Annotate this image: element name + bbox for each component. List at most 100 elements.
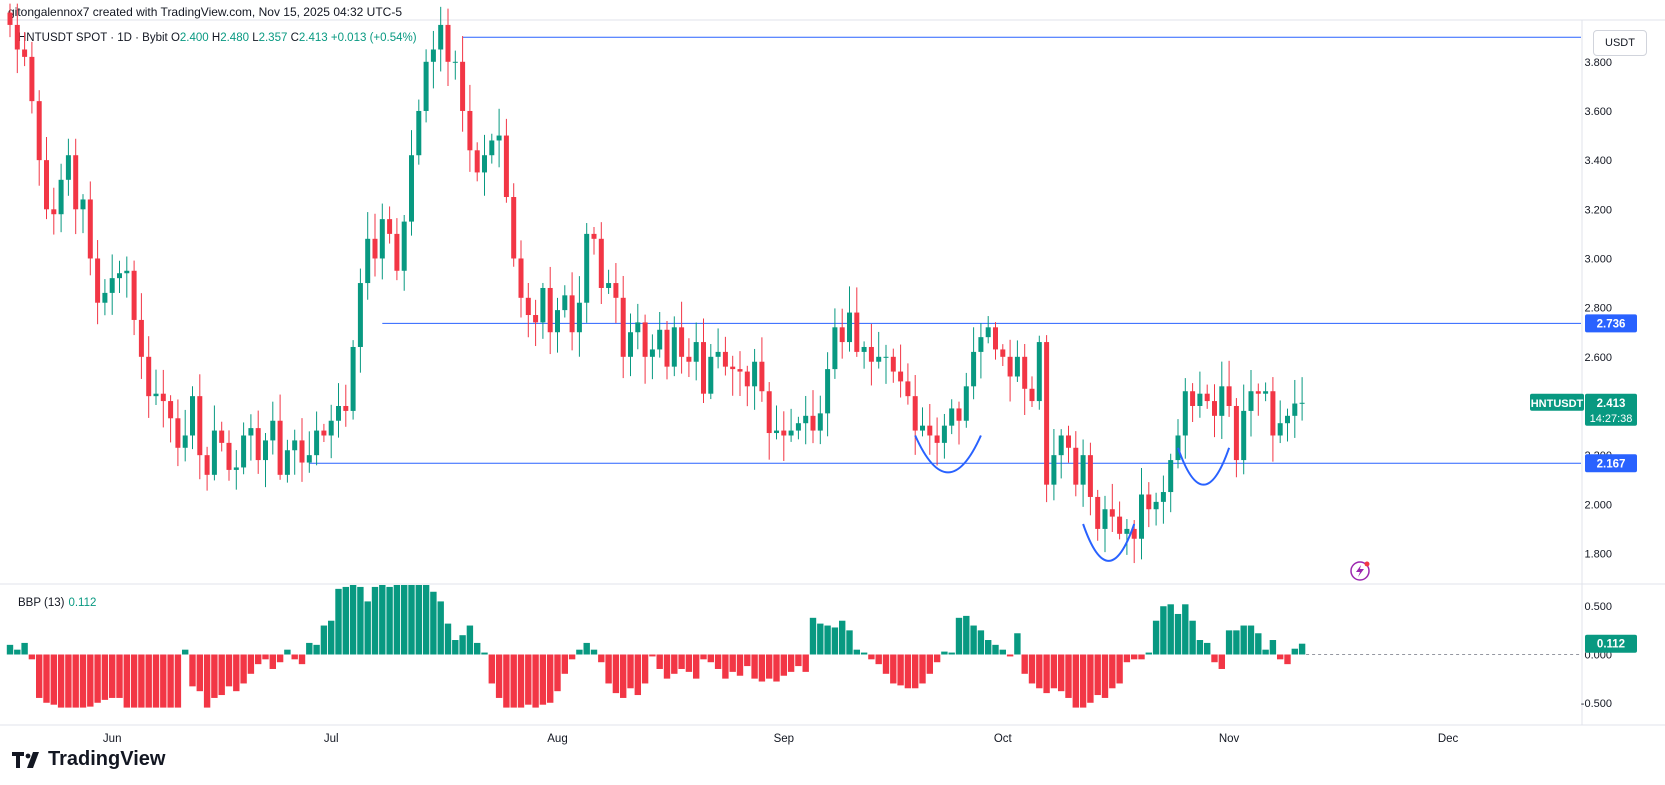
bbp-bar[interactable] — [1284, 654, 1291, 665]
bbp-bar[interactable] — [503, 654, 510, 708]
bbp-bar[interactable] — [247, 654, 255, 674]
bbp-bar[interactable] — [751, 654, 758, 679]
bbp-bar[interactable] — [138, 654, 145, 708]
rounded-bottom-pattern[interactable] — [914, 435, 982, 474]
candle[interactable] — [1270, 377, 1276, 462]
bbp-bar[interactable] — [43, 654, 50, 703]
bbp-bar[interactable] — [985, 640, 992, 655]
candle[interactable] — [1226, 360, 1232, 417]
bbp-bar[interactable] — [612, 654, 620, 694]
bbp-bar[interactable] — [1167, 604, 1174, 655]
bbp-bar[interactable] — [1028, 654, 1036, 684]
bbp-bar[interactable] — [1277, 654, 1284, 660]
bbp-bar[interactable] — [313, 644, 320, 655]
bbp-bar[interactable] — [547, 654, 554, 703]
candle[interactable] — [730, 355, 736, 396]
candle[interactable] — [876, 331, 882, 369]
candle[interactable] — [525, 283, 531, 338]
bbp-value-tag[interactable]: 0.112 — [1585, 634, 1637, 653]
candle[interactable] — [1139, 467, 1144, 560]
candle[interactable] — [1219, 361, 1225, 439]
candle[interactable] — [416, 99, 422, 165]
bbp-bar[interactable] — [379, 585, 386, 655]
bbp-bar[interactable] — [627, 654, 634, 689]
candle[interactable] — [766, 382, 772, 460]
bbp-bar[interactable] — [240, 654, 247, 684]
candle[interactable] — [117, 260, 122, 293]
bbp-bar[interactable] — [1218, 654, 1225, 669]
bbp-bar[interactable] — [802, 654, 809, 672]
candle[interactable] — [1248, 370, 1254, 437]
bbp-bar[interactable] — [729, 654, 736, 672]
candle[interactable] — [671, 316, 677, 377]
candle[interactable] — [1014, 340, 1020, 382]
bbp-bar[interactable] — [999, 649, 1006, 655]
candle[interactable] — [219, 421, 225, 452]
candle[interactable] — [744, 365, 750, 407]
candle[interactable] — [1182, 378, 1188, 459]
candle[interactable] — [1168, 453, 1174, 513]
candle[interactable] — [452, 50, 458, 80]
candle[interactable] — [474, 142, 480, 182]
bbp-bar[interactable] — [714, 654, 722, 669]
candle[interactable] — [1102, 495, 1108, 553]
bbp-bar[interactable] — [320, 625, 328, 655]
candle[interactable] — [963, 372, 969, 428]
candle[interactable] — [686, 338, 692, 378]
bbp-bar[interactable] — [211, 654, 218, 698]
bbp-bar[interactable] — [868, 654, 875, 660]
candle[interactable] — [657, 311, 663, 358]
bbp-bar[interactable] — [415, 585, 422, 655]
candle[interactable] — [628, 313, 633, 377]
candle[interactable] — [890, 348, 896, 383]
bbp-bar[interactable] — [262, 654, 269, 660]
candle[interactable] — [445, 8, 451, 86]
bbp-bar[interactable] — [1152, 620, 1160, 655]
candle[interactable] — [985, 316, 991, 344]
candle[interactable] — [146, 336, 152, 418]
level-tag[interactable]: 2.736 — [1585, 314, 1637, 333]
candle[interactable] — [810, 390, 816, 444]
candle[interactable] — [51, 187, 57, 235]
candle[interactable] — [868, 323, 874, 386]
candle[interactable] — [73, 138, 79, 235]
candle[interactable] — [44, 136, 49, 220]
candle[interactable] — [394, 218, 400, 281]
bbp-bar[interactable] — [700, 654, 707, 660]
rounded-bottom-pattern[interactable] — [1177, 447, 1231, 486]
candle[interactable] — [1175, 419, 1181, 469]
bbp-bar[interactable] — [1072, 654, 1079, 708]
bbp-bar[interactable] — [349, 585, 357, 655]
candle[interactable] — [14, 3, 20, 74]
candle[interactable] — [759, 337, 765, 402]
bbp-bar[interactable] — [408, 585, 415, 655]
candle[interactable] — [1007, 339, 1013, 402]
bbp-bar[interactable] — [371, 586, 379, 655]
bbp-bar[interactable] — [466, 625, 474, 655]
bbp-bar[interactable] — [328, 620, 335, 655]
bbp-bar[interactable] — [430, 591, 437, 655]
bbp-bar[interactable] — [1021, 654, 1028, 674]
bbp-bar[interactable] — [291, 654, 298, 660]
bbp-bar[interactable] — [1050, 654, 1058, 689]
bbp-bar[interactable] — [1225, 630, 1233, 655]
candle[interactable] — [774, 405, 779, 440]
bbp-bar[interactable] — [357, 586, 364, 655]
bbp-bar[interactable] — [401, 585, 408, 655]
bbp-bar[interactable] — [393, 585, 401, 655]
bbp-bar[interactable] — [977, 630, 985, 655]
candle[interactable] — [1029, 376, 1035, 407]
bbp-bar[interactable] — [554, 654, 561, 692]
candle[interactable] — [555, 297, 560, 353]
bbp-bar[interactable] — [532, 654, 539, 708]
bbp-bar[interactable] — [57, 654, 65, 708]
bbp-bar[interactable] — [576, 649, 583, 655]
candle[interactable] — [1285, 408, 1290, 442]
bbp-bar[interactable] — [481, 652, 488, 655]
candle[interactable] — [825, 352, 831, 437]
candle[interactable] — [861, 341, 867, 369]
bbp-bar[interactable] — [882, 654, 890, 674]
candle[interactable] — [715, 328, 721, 369]
bbp-bar[interactable] — [422, 585, 430, 655]
bbp-bar[interactable] — [641, 654, 649, 684]
